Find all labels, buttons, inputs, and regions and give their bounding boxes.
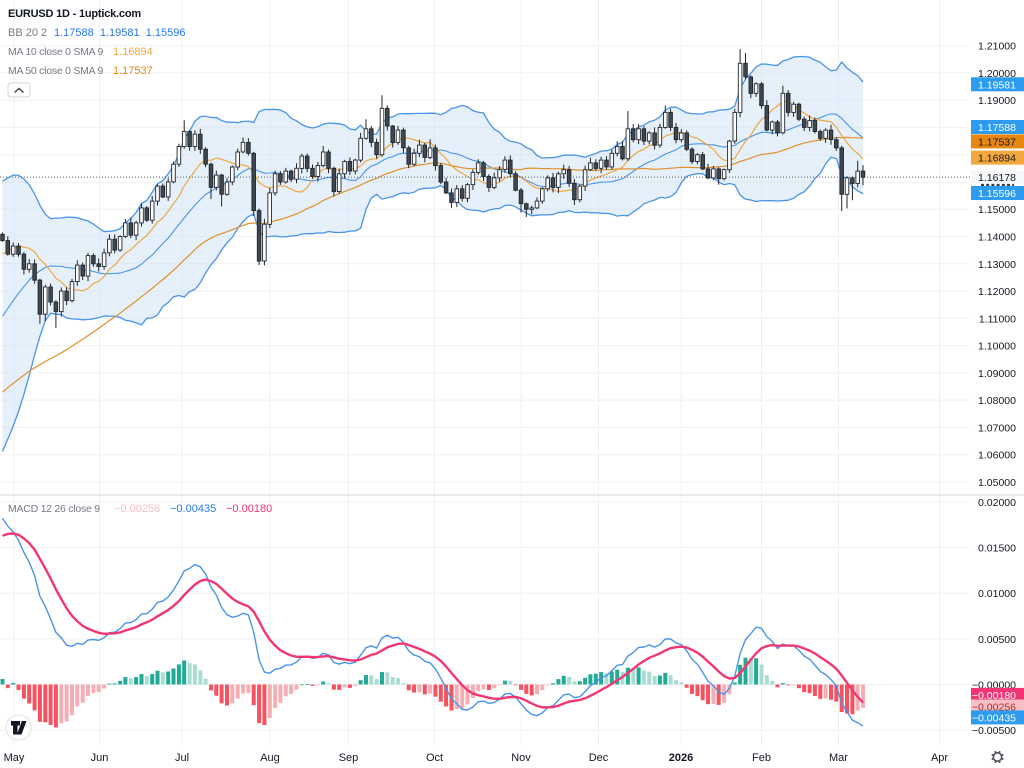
svg-text:1.17537: 1.17537	[113, 65, 153, 77]
svg-text:1.17537: 1.17537	[978, 136, 1016, 148]
svg-text:Dec: Dec	[589, 752, 609, 764]
svg-text:1.17588: 1.17588	[978, 122, 1016, 134]
svg-text:1.16894: 1.16894	[113, 46, 153, 58]
svg-text:EURUSD 1D - 1uptick.com: EURUSD 1D - 1uptick.com	[8, 8, 141, 20]
svg-text:1.09000: 1.09000	[978, 368, 1016, 380]
svg-text:−0.00435: −0.00435	[972, 712, 1016, 724]
svg-text:Mar: Mar	[829, 752, 848, 764]
svg-text:1.08000: 1.08000	[978, 395, 1016, 407]
svg-text:0.01000: 0.01000	[978, 588, 1016, 600]
svg-text:1.11000: 1.11000	[979, 313, 1016, 325]
svg-text:Jun: Jun	[91, 752, 109, 764]
svg-text:1.19000: 1.19000	[978, 95, 1016, 107]
svg-text:−0.00180: −0.00180	[226, 503, 272, 515]
svg-text:1.13000: 1.13000	[978, 259, 1016, 271]
svg-text:0.00500: 0.00500	[978, 634, 1016, 646]
svg-text:1.17588 1.19581 1.15596: 1.17588 1.19581 1.15596	[54, 27, 186, 39]
svg-text:1.21000: 1.21000	[978, 41, 1016, 53]
svg-text:BB 20 2: BB 20 2	[8, 27, 47, 39]
svg-text:MACD 12 26 close 9: MACD 12 26 close 9	[8, 503, 100, 515]
svg-text:May: May	[4, 752, 25, 764]
svg-text:1.07000: 1.07000	[978, 422, 1016, 434]
svg-text:1.06000: 1.06000	[978, 450, 1016, 462]
svg-text:Apr: Apr	[931, 752, 948, 764]
svg-text:1.15000: 1.15000	[978, 204, 1016, 216]
svg-text:−0.00435: −0.00435	[170, 503, 216, 515]
svg-text:1.12000: 1.12000	[978, 286, 1016, 298]
svg-text:Jul: Jul	[175, 752, 189, 764]
svg-text:−0.00256: −0.00256	[114, 503, 160, 515]
svg-text:Oct: Oct	[426, 752, 443, 764]
svg-text:Feb: Feb	[752, 752, 771, 764]
svg-text:0.01500: 0.01500	[978, 543, 1016, 555]
svg-text:1.14000: 1.14000	[978, 232, 1016, 244]
svg-text:Aug: Aug	[260, 752, 280, 764]
svg-text:2026: 2026	[669, 752, 693, 764]
svg-text:1.05000: 1.05000	[978, 477, 1016, 489]
svg-text:1.16894: 1.16894	[978, 153, 1016, 165]
svg-text:1.10000: 1.10000	[978, 341, 1016, 353]
svg-text:1.19581: 1.19581	[978, 79, 1016, 91]
svg-text:1.16178: 1.16178	[978, 172, 1016, 184]
svg-text:MA 10 close 0 SMA 9: MA 10 close 0 SMA 9	[8, 46, 103, 58]
svg-text:Nov: Nov	[511, 752, 531, 764]
svg-text:−0.00180: −0.00180	[972, 690, 1016, 702]
svg-text:1.15596: 1.15596	[978, 188, 1016, 200]
svg-text:1.20000: 1.20000	[978, 68, 1016, 80]
svg-text:Sep: Sep	[339, 752, 359, 764]
svg-text:0.02000: 0.02000	[978, 497, 1016, 509]
svg-text:−0.00500: −0.00500	[972, 725, 1016, 737]
svg-text:MA 50 close 0 SMA 9: MA 50 close 0 SMA 9	[8, 65, 103, 77]
